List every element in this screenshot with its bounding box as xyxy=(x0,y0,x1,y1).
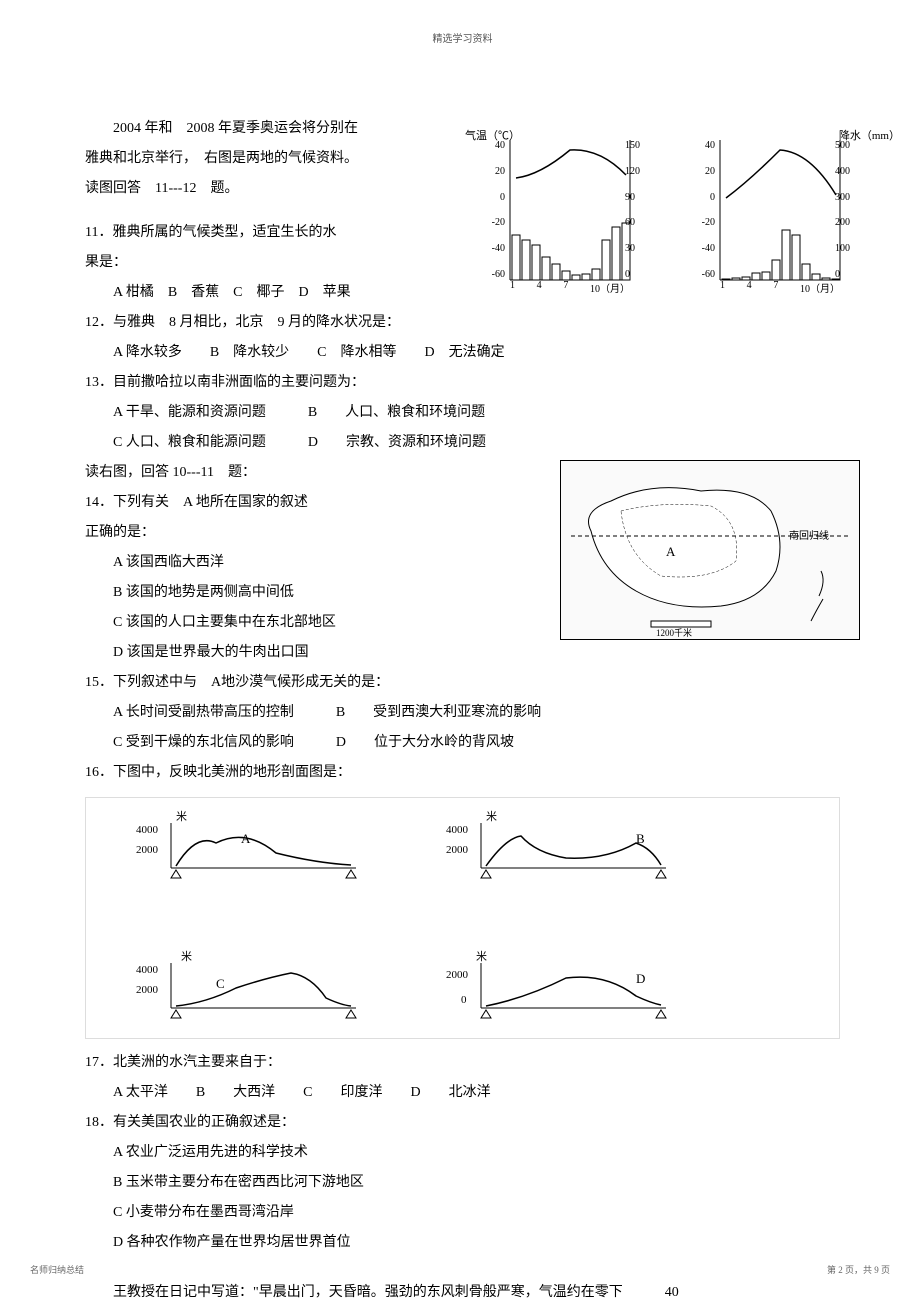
chart2-left-ticks: 40200-20-40-60 xyxy=(695,140,715,280)
q18-d: D 各种农作物产量在世界均居世界首位 xyxy=(85,1229,840,1257)
svg-text:米: 米 xyxy=(486,810,497,823)
svg-text:4000: 4000 xyxy=(136,824,159,836)
profile-c: 米 4000 2000 C xyxy=(126,948,376,1028)
svg-text:2000: 2000 xyxy=(446,844,469,856)
svg-text:4000: 4000 xyxy=(446,824,469,836)
map-label-a: A xyxy=(666,544,676,559)
profile-b: 米 4000 2000 B xyxy=(436,808,686,888)
q13-stem: 13．目前撒哈拉以南非洲面临的主要问题为： xyxy=(85,369,840,397)
q18-b: B 玉米带主要分布在密西西比河下游地区 xyxy=(85,1169,840,1197)
svg-text:A: A xyxy=(241,831,251,846)
svg-text:0: 0 xyxy=(461,994,467,1006)
australia-map: A 南回归线 1200千米 xyxy=(560,460,860,640)
svg-text:D: D xyxy=(636,971,645,986)
svg-text:南回归线: 南回归线 xyxy=(789,529,829,542)
svg-text:2000: 2000 xyxy=(446,969,469,981)
chart2-right-ticks: 5004003002001000 xyxy=(835,140,855,280)
chart-beijing: 降水（mm） 40200-20-40-60 5004003002001000 1… xyxy=(680,130,880,300)
q14-d: D 该国是世界最大的牛肉出口国 xyxy=(85,639,840,667)
q16-stem: 16．下图中，反映北美洲的地形剖面图是： xyxy=(85,759,840,787)
climate-charts: 气温（℃） 40200-20-40-60 1501209060300 14 xyxy=(470,130,880,300)
q15-line1: A 长时间受副热带高压的控制 B 受到西澳大利亚寒流的影响 xyxy=(85,699,840,727)
page-header: 精选学习资料 xyxy=(85,30,840,45)
svg-text:4000: 4000 xyxy=(136,964,159,976)
q18-c: C 小麦带分布在墨西哥湾沿岸 xyxy=(85,1199,840,1227)
svg-text:米: 米 xyxy=(476,950,487,963)
profile-figures: 米 4000 2000 A 米 4000 2000 B xyxy=(85,797,840,1039)
q13-opt2: C 人口、粮食和能源问题 D 宗教、资源和环境问题 xyxy=(85,429,840,457)
q17-stem: 17．北美洲的水汽主要来自于： xyxy=(85,1049,840,1077)
q15-line2: C 受到干燥的东北信风的影响 D 位于大分水岭的背风坡 xyxy=(85,729,840,757)
q17-options: A 太平洋 B 大西洋 C 印度洋 D 北冰洋 xyxy=(85,1079,840,1107)
footer-right: 第 2 页，共 9 页 xyxy=(827,1263,890,1276)
q18-a: A 农业广泛运用先进的科学技术 xyxy=(85,1139,840,1167)
q12-options: A 降水较多 B 降水较少 C 降水相等 D 无法确定 xyxy=(85,339,840,367)
svg-text:C: C xyxy=(216,976,225,991)
q15-stem: 15．下列叙述中与 A地沙漠气候形成无关的是： xyxy=(85,669,840,697)
q18-stem: 18．有关美国农业的正确叙述是： xyxy=(85,1109,840,1137)
profile-d: 米 2000 0 D xyxy=(436,948,686,1028)
profile-a: 米 4000 2000 A xyxy=(126,808,376,888)
chart1-right-ticks: 1501209060300 xyxy=(625,140,645,280)
diary-text: 王教授在日记中写道："早晨出门，天昏暗。强劲的东风刺骨般严寒，气温约在零下 40 xyxy=(85,1279,840,1307)
map-scale: 1200千米 xyxy=(656,627,692,638)
chart-athens: 气温（℃） 40200-20-40-60 1501209060300 14 xyxy=(470,130,670,300)
q13-opt1: A 干旱、能源和资源问题 B 人口、粮食和环境问题 xyxy=(85,399,840,427)
q12-stem: 12．与雅典 8 月相比，北京 9 月的降水状况是： xyxy=(85,309,840,337)
chart2-x-ticks: 14710（月） xyxy=(720,280,840,295)
footer-left: 名师归纳总结 xyxy=(30,1263,84,1276)
svg-text:2000: 2000 xyxy=(136,984,159,996)
chart1-x-ticks: 14710（月） xyxy=(510,280,630,295)
chart1-left-ticks: 40200-20-40-60 xyxy=(485,140,505,280)
svg-text:B: B xyxy=(636,831,645,846)
svg-text:米: 米 xyxy=(176,810,187,823)
svg-text:2000: 2000 xyxy=(136,844,159,856)
svg-text:米: 米 xyxy=(181,950,192,963)
